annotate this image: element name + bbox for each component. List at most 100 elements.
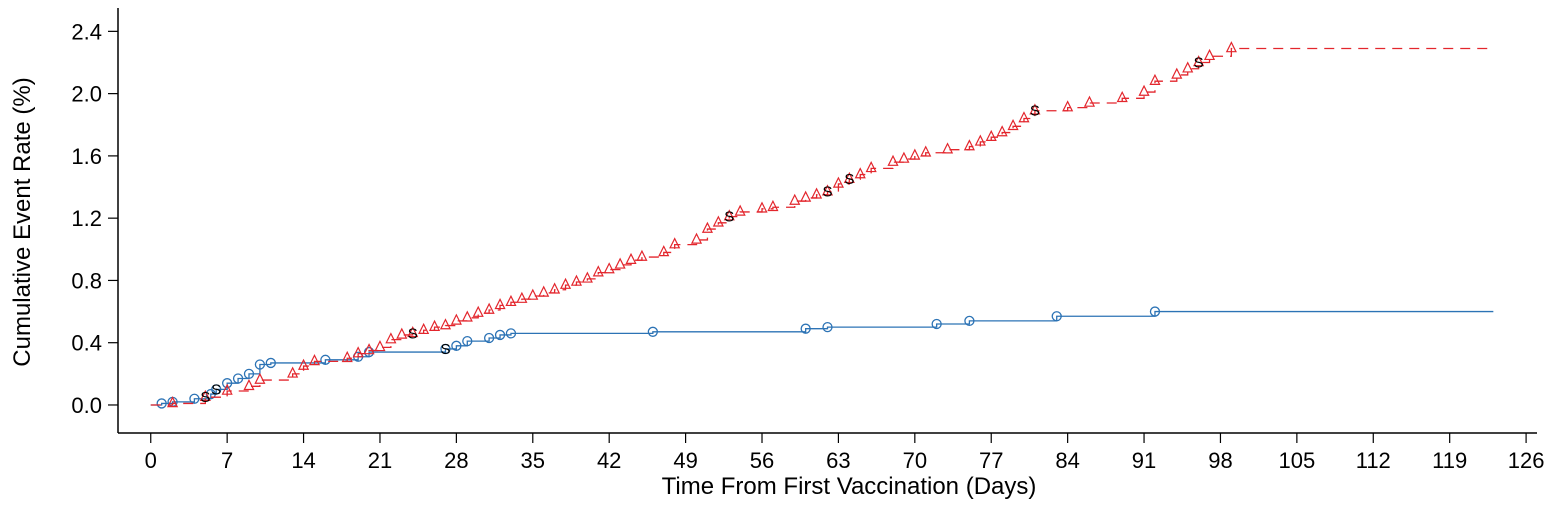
data-point (941, 142, 954, 154)
data-point (363, 346, 375, 358)
data-point (570, 274, 583, 286)
data-point (418, 322, 430, 335)
data-point (199, 389, 211, 401)
x-tick-label: 63 (826, 448, 850, 473)
data-point (690, 232, 703, 244)
s-marker: S (1194, 54, 1204, 71)
data-point (920, 145, 932, 157)
x-tick-label: 126 (1508, 448, 1545, 473)
axes (117, 8, 1537, 434)
data-point (461, 310, 473, 322)
data-point (800, 190, 812, 202)
data-point (974, 134, 986, 146)
x-tick-label: 35 (521, 448, 545, 473)
data-point (221, 383, 233, 395)
data-point (1149, 306, 1161, 317)
data-point (887, 154, 899, 166)
data-point (527, 288, 539, 300)
y-tick-label: 1.2 (71, 206, 102, 231)
x-ticks: 0 7 14 21 28 35 42 49 56 63 70 77 84 91 98 105 112 119 126 (145, 433, 1545, 473)
data-point (494, 329, 506, 341)
data-point (832, 176, 844, 188)
x-tick-label: 21 (368, 448, 392, 473)
data-point (625, 252, 637, 264)
series-line-0 (150, 310, 1494, 406)
data-point (647, 326, 659, 337)
x-tick-label: 105 (1279, 448, 1316, 473)
data-point (1062, 100, 1074, 112)
data-point (308, 354, 321, 366)
data-point (963, 139, 975, 151)
data-point (985, 129, 997, 142)
data-point (320, 354, 331, 365)
data-point (243, 368, 255, 379)
data-point (505, 328, 517, 339)
data-point (1182, 61, 1194, 73)
y-tick-label: 2.4 (71, 19, 102, 44)
data-point (964, 315, 975, 327)
data-point (843, 171, 855, 184)
data-point (254, 372, 266, 384)
data-point (1203, 48, 1216, 61)
x-axis-title: Time From First Vaccination (Days) (662, 473, 1037, 500)
data-point (854, 167, 866, 179)
x-tick-label: 77 (979, 448, 1003, 473)
data-point (723, 209, 735, 221)
data-point (440, 343, 451, 355)
y-tick-label: 2.0 (71, 82, 102, 107)
x-tick-label: 7 (221, 448, 233, 473)
data-point (1083, 95, 1096, 107)
data-point (428, 319, 441, 331)
data-point (898, 151, 910, 163)
data-point (603, 262, 615, 274)
data-point (363, 343, 375, 355)
data-point (821, 184, 834, 196)
data-point (1007, 118, 1019, 131)
s-marker: S (408, 325, 418, 342)
series-line-1 (150, 47, 1494, 406)
data-point (701, 221, 714, 233)
data-point (396, 327, 408, 339)
data-point (592, 265, 604, 277)
data-point (483, 332, 495, 344)
data-point (538, 285, 550, 297)
data-point (767, 199, 779, 212)
data-point (352, 346, 364, 358)
data-point (658, 245, 670, 257)
x-tick-label: 84 (1055, 448, 1079, 473)
y-axis-title: Cumulative Event Rate (%) (9, 77, 36, 366)
data-point (516, 291, 528, 303)
x-tick-label: 70 (903, 448, 927, 473)
data-point (712, 215, 724, 227)
data-point (1051, 311, 1062, 322)
data-point (636, 249, 648, 261)
x-tick-label: 14 (291, 448, 315, 473)
x-tick-label: 56 (750, 448, 774, 473)
data-point (1225, 41, 1237, 53)
data-point (156, 398, 167, 409)
data-point (1138, 84, 1150, 96)
s-marker: S (200, 389, 210, 406)
data-point (549, 282, 561, 294)
data-point (756, 201, 768, 213)
data-point (865, 161, 877, 173)
s-marker: S (724, 209, 734, 226)
data-point (297, 358, 310, 370)
s-marker: S (211, 381, 221, 398)
data-point (407, 326, 419, 338)
data-point (1029, 103, 1041, 115)
data-point (800, 323, 811, 334)
x-tick-label: 98 (1208, 448, 1232, 473)
data-point (1018, 111, 1030, 123)
data-point (505, 294, 517, 307)
data-point (450, 313, 462, 325)
data-point (931, 318, 942, 330)
data-point (265, 357, 276, 369)
x-tick-label: 49 (673, 448, 697, 473)
s-marker: S (822, 184, 832, 201)
x-tick-label: 42 (597, 448, 621, 473)
s-marker: S (844, 171, 854, 188)
